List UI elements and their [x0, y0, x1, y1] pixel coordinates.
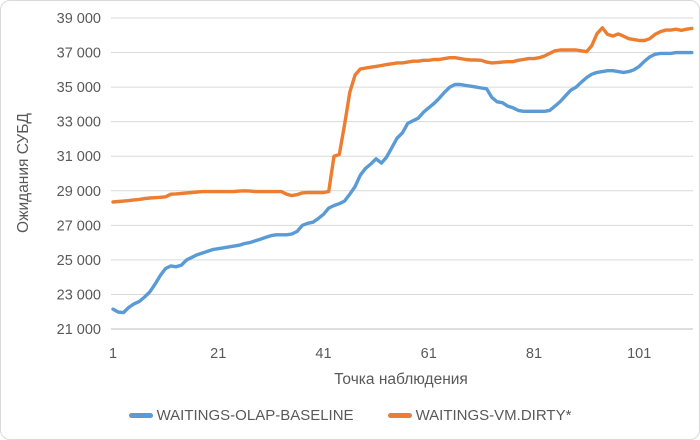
legend-label: WAITINGS-VM.DIRTY*	[415, 407, 572, 424]
x-tick-label: 21	[210, 346, 226, 362]
y-tick-label: 39 000	[57, 11, 101, 27]
x-axis-tick-labels: 1 21 41 61 81 101	[109, 346, 651, 362]
x-axis-title: Точка наблюдения	[334, 371, 468, 388]
series-line-WAITINGS-VM.DIRTY*	[111, 26, 694, 204]
y-tick-label: 35 000	[57, 80, 101, 96]
x-tick-label: 1	[109, 346, 117, 362]
y-tick-label: 21 000	[57, 322, 101, 338]
y-tick-label: 27 000	[57, 218, 101, 234]
y-axis-tick-labels: 21 000 23 000 25 000 27 000 29 000 31 000 33 0…	[57, 11, 101, 338]
y-tick-label: 25 000	[57, 253, 101, 269]
legend-item-vmdirty: WAITINGS-VM.DIRTY*	[387, 407, 572, 424]
x-tick-label: 41	[315, 346, 331, 362]
legend-line-swatch-blue	[128, 413, 153, 418]
x-tick-label: 81	[526, 346, 542, 362]
y-tick-label: 31 000	[57, 149, 101, 165]
series-line-WAITINGS-OLAP-BASELINE	[111, 50, 694, 315]
y-tick-label: 33 000	[57, 115, 101, 131]
series-lines	[111, 26, 694, 315]
y-tick-label: 37 000	[57, 46, 101, 62]
y-tick-label: 23 000	[57, 287, 101, 303]
legend-item-baseline: WAITINGS-OLAP-BASELINE	[128, 407, 354, 424]
legend-label: WAITINGS-OLAP-BASELINE	[156, 407, 354, 424]
legend-line-swatch-orange	[387, 413, 412, 418]
x-tick-label: 61	[421, 346, 437, 362]
legend: WAITINGS-OLAP-BASELINE WAITINGS-VM.DIRTY…	[1, 407, 699, 424]
x-tick-label: 101	[627, 346, 651, 362]
y-tick-label: 29 000	[57, 184, 101, 200]
gridlines	[111, 17, 693, 330]
y-axis-title: Ожидания СУБД	[15, 113, 32, 233]
